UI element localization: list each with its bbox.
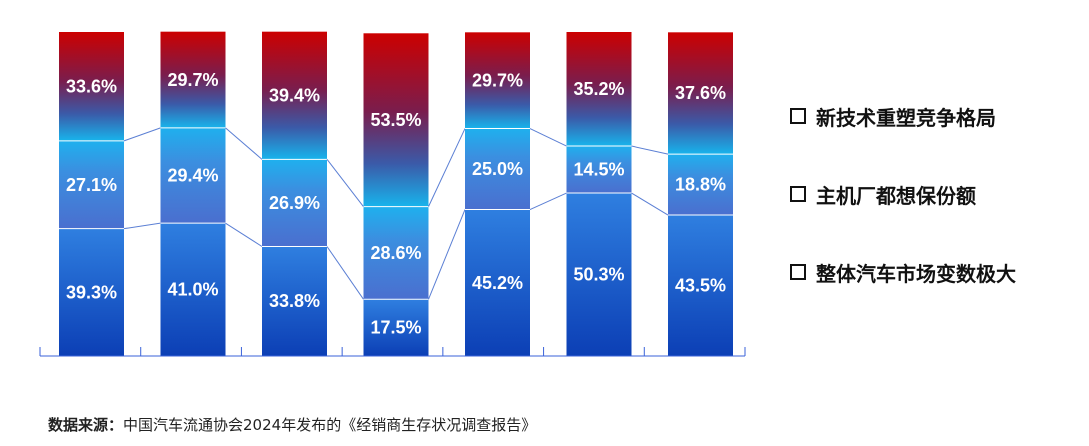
connector-line — [326, 159, 364, 207]
bar-segment — [668, 215, 733, 356]
bar-segment — [160, 31, 226, 128]
bar-segment — [363, 33, 429, 207]
data-label: 28.6% — [370, 243, 421, 263]
bar-segment — [465, 32, 530, 129]
connector-line — [225, 222, 263, 247]
legend-label: 整体汽车市场变数极大 — [816, 261, 1016, 286]
connector-line — [225, 127, 263, 160]
data-source-note: 数据来源：中国汽车流通协会2024年发布的《经销商生存状况调查报告》 — [48, 414, 536, 435]
bar-segment — [465, 209, 530, 356]
legend-checkbox-icon — [790, 108, 806, 124]
bar-segment — [262, 31, 327, 160]
data-label: 29.7% — [472, 70, 523, 90]
connector-line — [428, 209, 466, 300]
connector-line — [123, 222, 161, 230]
data-label: 25.0% — [472, 159, 523, 179]
connector-line — [529, 192, 567, 211]
bar-segment — [566, 193, 632, 356]
source-text: 中国汽车流通协会2024年发布的《经销商生存状况调查报告》 — [123, 416, 537, 434]
legend-label: 主机厂都想保份额 — [816, 183, 976, 208]
bar-segment — [160, 127, 226, 224]
data-label: 50.3% — [573, 265, 624, 285]
legend: 新技术重塑竞争格局 主机厂都想保份额 整体汽车市场变数极大 — [790, 96, 1080, 330]
legend-item-new-tech: 新技术重塑竞争格局 — [790, 96, 1080, 136]
data-label: 18.8% — [675, 175, 726, 195]
data-label: 27.1% — [66, 175, 117, 195]
legend-checkbox-icon — [790, 264, 806, 280]
bar-segment — [59, 140, 124, 229]
data-label: 39.4% — [269, 86, 320, 106]
connector-line — [631, 192, 669, 216]
bar-segment — [59, 228, 124, 356]
bar-segment — [262, 159, 327, 247]
connector-line — [326, 246, 364, 300]
bar-segment — [465, 128, 530, 210]
bar-segment — [566, 32, 632, 147]
data-label: 33.8% — [269, 291, 320, 311]
data-label: 53.5% — [370, 110, 421, 130]
data-label: 39.3% — [66, 282, 117, 302]
data-label: 35.2% — [573, 79, 624, 99]
data-label: 14.5% — [573, 160, 624, 180]
bar-segment — [59, 32, 124, 141]
data-label: 26.9% — [269, 193, 320, 213]
connector-line — [631, 145, 669, 155]
bar-segment — [668, 154, 733, 216]
data-label: 17.5% — [370, 318, 421, 338]
connector-line — [529, 128, 567, 147]
data-label: 37.6% — [675, 83, 726, 103]
bar-segment — [363, 299, 429, 356]
bar-segment — [363, 206, 429, 300]
data-label: 33.6% — [66, 76, 117, 96]
source-label: 数据来源： — [48, 416, 124, 434]
legend-item-oem-share: 主机厂都想保份额 — [790, 174, 1080, 214]
connector-line — [428, 128, 466, 207]
connector-line — [123, 127, 161, 142]
data-label: 29.4% — [167, 166, 218, 186]
bar-segment — [668, 32, 733, 155]
data-label: 29.7% — [167, 70, 218, 90]
bar-segment — [262, 246, 327, 356]
data-label: 43.5% — [675, 276, 726, 296]
bar-segment — [160, 223, 226, 356]
data-label: 45.2% — [472, 273, 523, 293]
data-label: 41.0% — [167, 280, 218, 300]
legend-checkbox-icon — [790, 186, 806, 202]
legend-item-market-variables: 整体汽车市场变数极大 — [790, 252, 1080, 292]
legend-label: 新技术重塑竞争格局 — [816, 105, 996, 130]
bar-segment — [566, 146, 632, 194]
